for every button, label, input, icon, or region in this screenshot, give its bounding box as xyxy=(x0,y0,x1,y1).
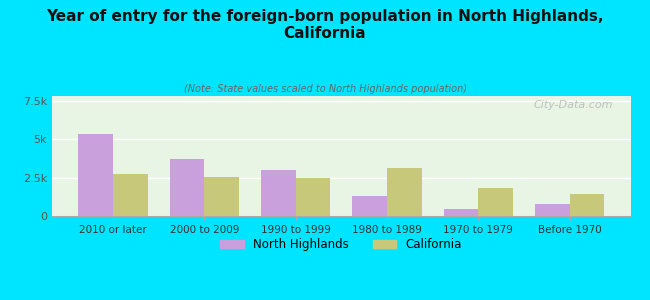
Bar xyxy=(296,178,330,216)
Bar xyxy=(204,177,239,216)
Bar xyxy=(113,175,148,216)
Bar xyxy=(569,194,604,216)
Bar xyxy=(443,209,478,216)
Text: Year of entry for the foreign-born population in North Highlands,
California: Year of entry for the foreign-born popul… xyxy=(46,9,604,41)
Text: (Note: State values scaled to North Highlands population): (Note: State values scaled to North High… xyxy=(183,84,467,94)
Text: City-Data.com: City-Data.com xyxy=(534,100,613,110)
Bar xyxy=(170,159,204,216)
Bar xyxy=(352,196,387,216)
Legend: North Highlands, California: North Highlands, California xyxy=(216,233,467,256)
Bar xyxy=(387,168,422,216)
Bar xyxy=(535,204,569,216)
Bar xyxy=(261,170,296,216)
Bar xyxy=(478,188,513,216)
Bar xyxy=(78,134,113,216)
